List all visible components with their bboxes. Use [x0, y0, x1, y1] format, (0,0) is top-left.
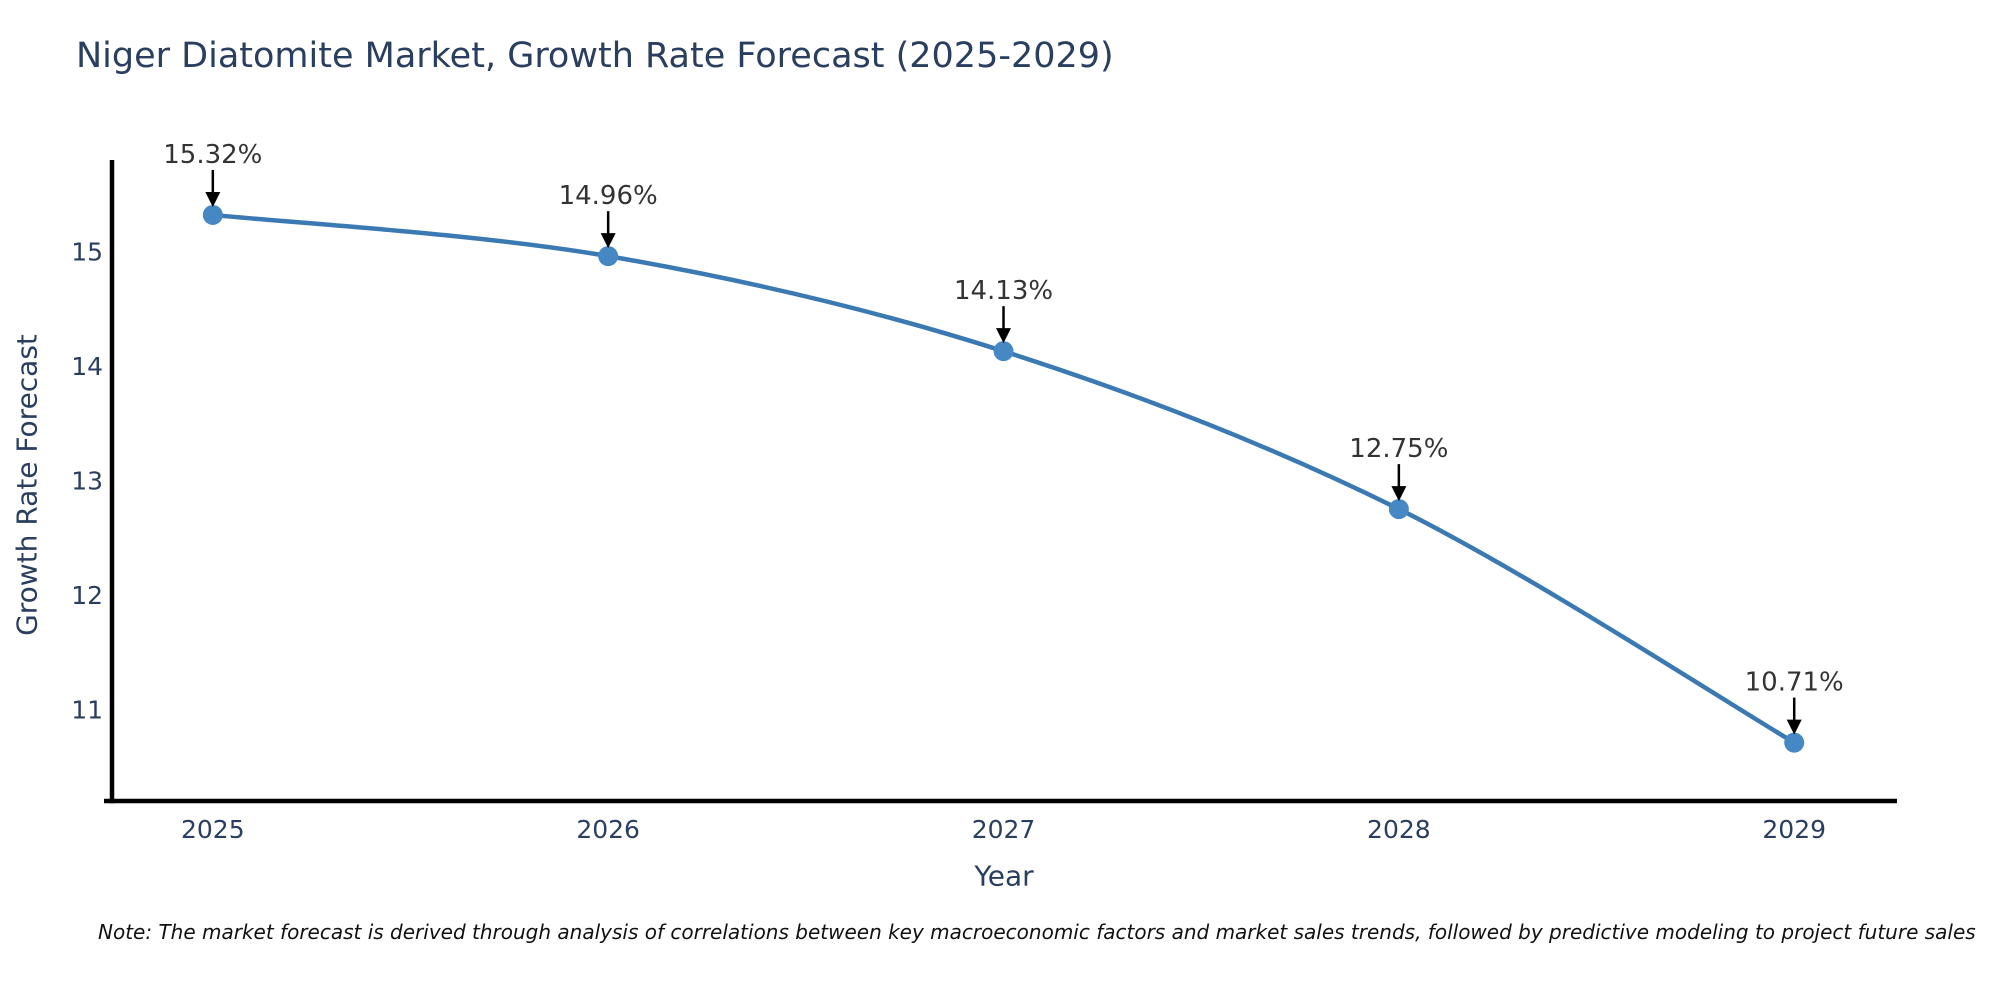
data-point-marker — [1784, 732, 1805, 753]
data-point-marker — [1388, 499, 1409, 520]
x-tick-label: 2027 — [972, 815, 1036, 844]
data-point-marker — [993, 341, 1014, 362]
x-tick-label: 2029 — [1762, 815, 1826, 844]
data-point-marker — [202, 204, 223, 225]
y-tick-label: 15 — [71, 238, 103, 267]
annotation-label: 12.75% — [1349, 434, 1448, 464]
y-tick-label: 11 — [71, 695, 103, 724]
annotation-arrowhead — [205, 191, 221, 207]
chart-title: Niger Diatomite Market, Growth Rate Fore… — [76, 36, 1114, 76]
x-tick-label: 2025 — [181, 815, 245, 844]
annotation-label: 14.96% — [559, 181, 658, 211]
y-axis-title: Growth Rate Forecast — [10, 334, 44, 636]
x-tick-label: 2026 — [576, 815, 640, 844]
footnote: Note: The market forecast is derived thr… — [98, 920, 1976, 944]
annotation-label: 15.32% — [163, 140, 262, 170]
y-tick-label: 13 — [71, 467, 103, 496]
y-tick-label: 12 — [71, 581, 103, 610]
annotation-arrowhead — [996, 328, 1012, 344]
x-axis-title: Year — [974, 859, 1034, 893]
y-tick-label: 14 — [71, 352, 103, 381]
annotation-arrowhead — [600, 233, 616, 249]
annotation-label: 14.13% — [954, 276, 1053, 306]
annotation-label: 10.71% — [1745, 668, 1844, 698]
annotation-arrowhead — [1391, 486, 1407, 502]
annotation-arrowhead — [1786, 719, 1802, 735]
x-tick-label: 2028 — [1367, 815, 1431, 844]
data-point-marker — [598, 246, 619, 267]
